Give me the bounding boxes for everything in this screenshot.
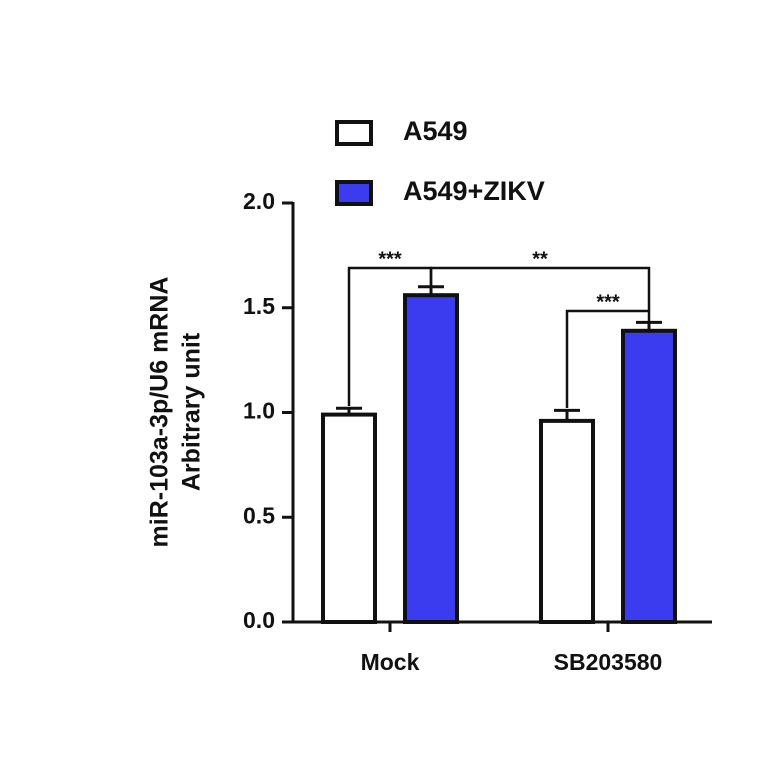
y-tick-label: 1.0 — [243, 398, 275, 424]
y-label-line: Arbitrary unit — [178, 332, 206, 491]
bar — [621, 328, 677, 624]
x-tick-label: SB203580 — [554, 649, 663, 675]
significance-label: *** — [378, 248, 402, 270]
bar — [539, 418, 595, 624]
y-tick-label: 2.0 — [243, 188, 275, 214]
significance-bracket — [429, 266, 651, 310]
y-label-line: miR-103a-3p/U6 mRNA — [146, 277, 174, 548]
x-tick-label: Mock — [361, 649, 420, 675]
legend-swatch — [335, 180, 373, 206]
significance-label: ** — [532, 248, 548, 270]
y-label: miR-103a-3p/U6 mRNA Arbitrary unit — [146, 277, 206, 548]
legend-swatch — [335, 120, 373, 146]
significance-label: *** — [596, 291, 620, 313]
legend-label: A549+ZIKV — [403, 176, 545, 206]
y-tick-label: 1.5 — [243, 293, 275, 319]
bar — [403, 293, 459, 624]
bar — [321, 412, 377, 624]
y-tick-label: 0.5 — [243, 502, 275, 528]
y-tick-label: 0.0 — [243, 607, 275, 633]
significance-bracket — [565, 309, 651, 408]
legend-label: A549 — [403, 116, 468, 146]
